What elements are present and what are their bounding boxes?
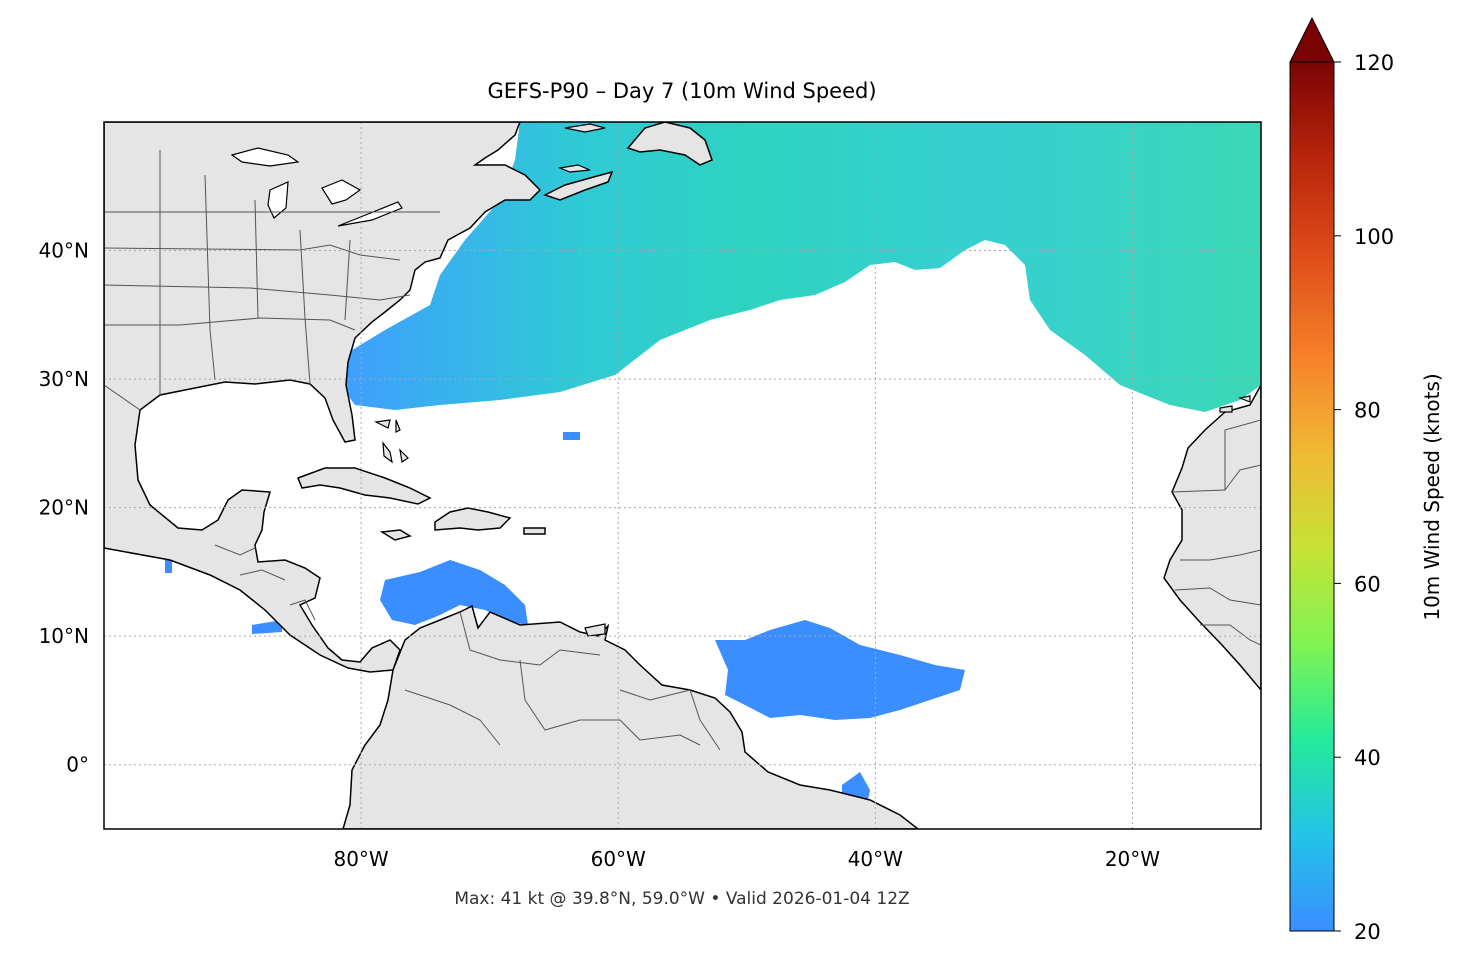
land-cuba (297, 467, 432, 505)
wind-field-tropical-atlantic (715, 620, 965, 720)
map-axes: 80°W 60°W 40°W 20°W 40°N 30°N 20°N 10°N 0° (39, 121, 1262, 871)
lat-tick-label: 10°N (39, 624, 89, 648)
lat-tick-label: 0° (66, 753, 89, 777)
max-wind-footer: Max: 41 kt @ 39.8°N, 59.0°W • Valid 2026… (454, 889, 909, 909)
colorbar-tick-label: 120 (1354, 51, 1394, 75)
land-hispaniola (434, 507, 512, 531)
land-bahamas (374, 419, 409, 464)
colorbar-tick-label: 40 (1354, 746, 1381, 770)
colorbar-label: 10m Wind Speed (knots) (1420, 373, 1444, 620)
lon-tick-labels: 80°W 60°W 40°W 20°W (333, 847, 1160, 871)
land-canary-islands (1219, 395, 1251, 413)
wind-field-caribbean (380, 560, 528, 625)
land-nova-scotia (543, 170, 614, 201)
land-africa (1163, 384, 1261, 692)
lat-tick-label: 30°N (39, 367, 89, 391)
colorbar-gradient (1289, 61, 1335, 932)
colorbar-tick-label: 20 (1354, 920, 1381, 944)
lon-tick-label: 40°W (848, 847, 903, 871)
lat-tick-labels: 40°N 30°N 20°N 10°N 0° (39, 239, 89, 777)
political-borders (104, 150, 1261, 751)
land-north-america (104, 122, 542, 673)
colorbar-tick-label: 100 (1354, 225, 1394, 249)
colorbar-tick-label: 60 (1354, 572, 1381, 596)
land-trinidad (584, 623, 606, 637)
colorbar-extend-max-arrow (1289, 16, 1335, 63)
lat-tick-label: 40°N (39, 239, 89, 263)
land-puerto-rico (523, 527, 546, 535)
colorbar-ticks: 20 40 60 80 100 120 (1334, 51, 1394, 944)
lon-tick-label: 60°W (591, 847, 646, 871)
colorbar-tick-label: 80 (1354, 399, 1381, 423)
map-title: GEFS-P90 – Day 7 (10m Wind Speed) (487, 79, 876, 103)
colorbar: 20 40 60 80 100 120 10m Wind Speed (knots) (1289, 16, 1444, 944)
land-pei-anticosti (557, 123, 606, 173)
land-newfoundland (626, 122, 713, 166)
lon-tick-label: 20°W (1105, 847, 1160, 871)
great-lakes (230, 147, 403, 227)
map-frame (103, 121, 1262, 830)
lon-tick-label: 80°W (333, 847, 388, 871)
land-jamaica (379, 529, 412, 541)
lat-tick-label: 20°N (39, 496, 89, 520)
